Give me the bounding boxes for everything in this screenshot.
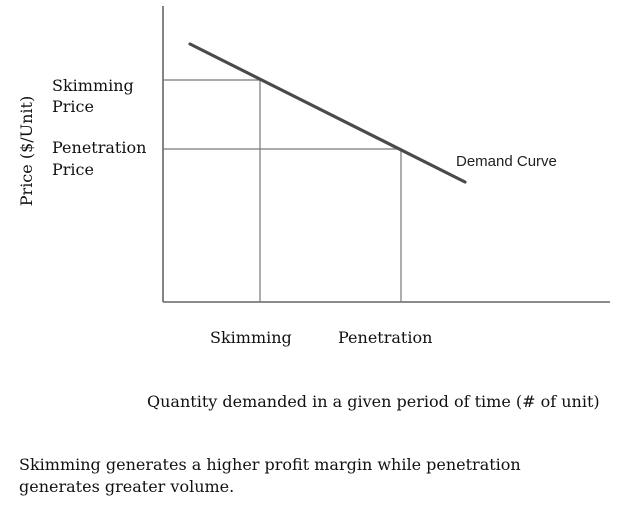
y-tick-skimming-line2: Price xyxy=(52,97,94,116)
x-tick-skimming: Skimming xyxy=(210,328,292,347)
y-axis-title: Price ($/Unit) xyxy=(17,96,36,206)
caption-line-2: generates greater volume. xyxy=(19,477,235,496)
y-tick-penetration-line1: Penetration xyxy=(52,138,146,157)
x-tick-penetration: Penetration xyxy=(338,328,432,347)
y-tick-skimming-line1: Skimming xyxy=(52,76,134,95)
demand-curve-line xyxy=(188,42,467,184)
y-tick-penetration-line2: Price xyxy=(52,160,94,179)
caption: Skimming generates a higher profit margi… xyxy=(19,454,579,498)
x-axis-title: Quantity demanded in a given period of t… xyxy=(147,392,600,411)
caption-line-1: Skimming generates a higher profit margi… xyxy=(19,455,521,474)
demand-curve-label: Demand Curve xyxy=(456,153,557,170)
